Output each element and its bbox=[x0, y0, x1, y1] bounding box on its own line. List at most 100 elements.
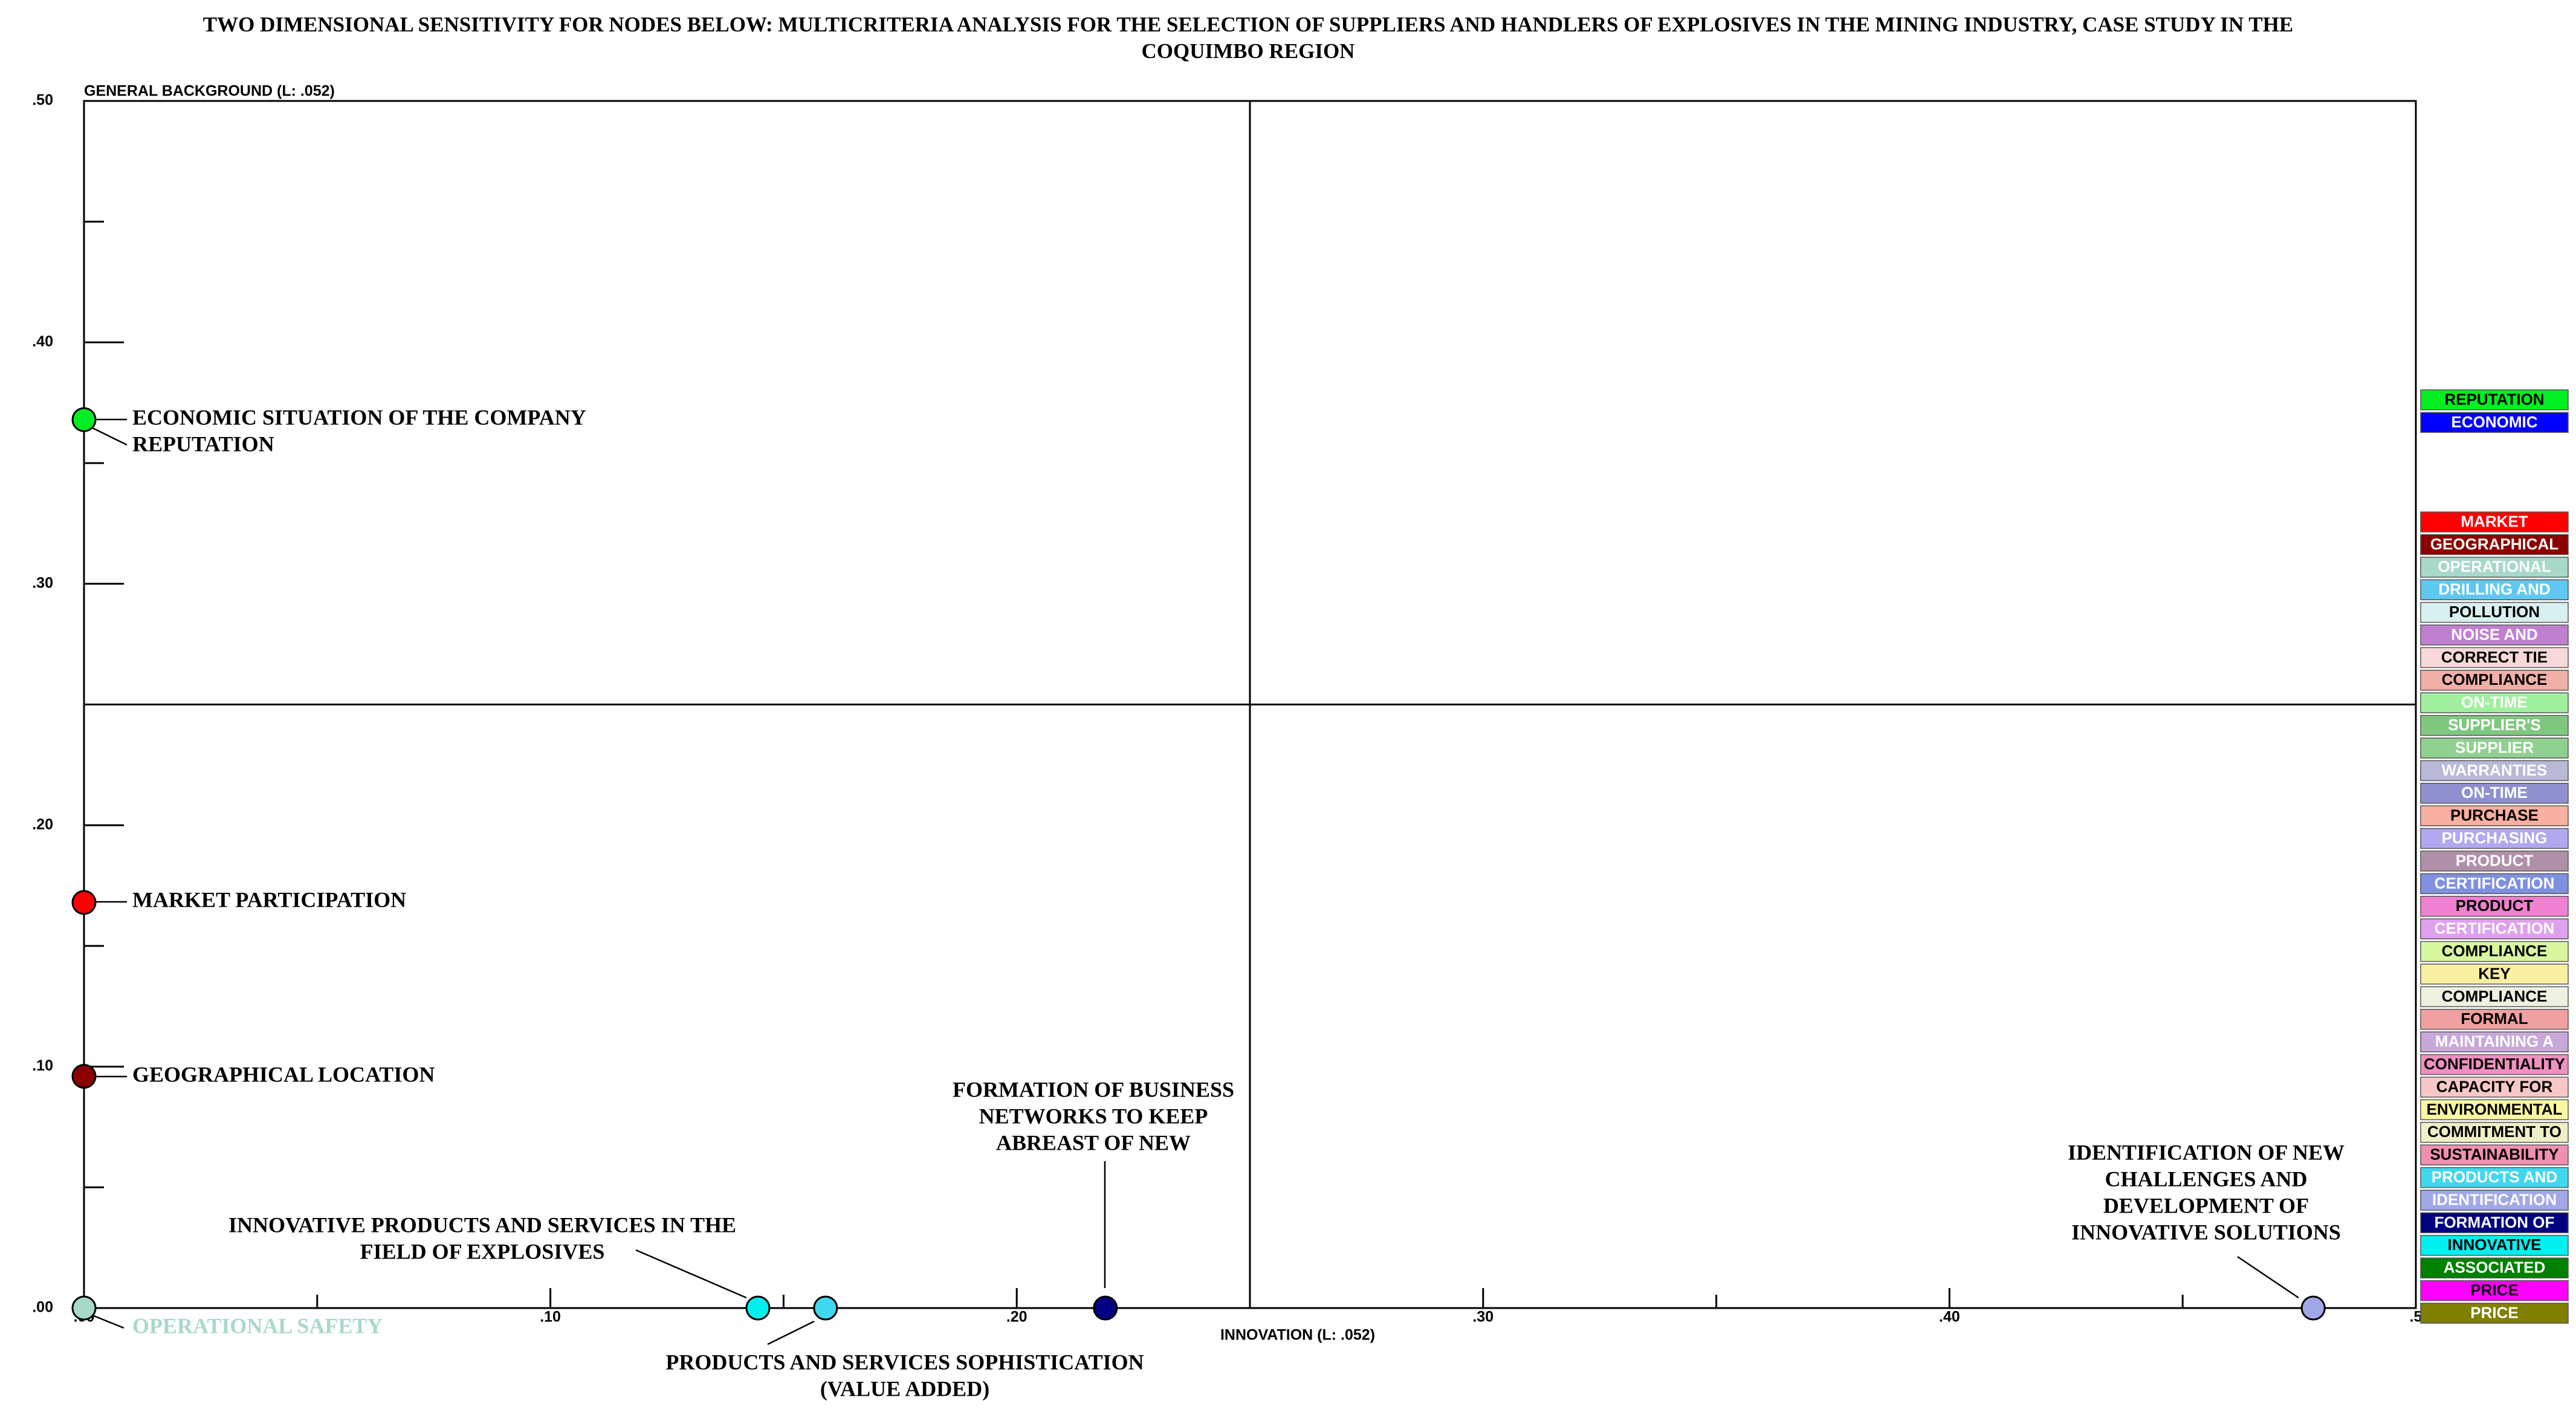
legend-swatch bbox=[2420, 601, 2569, 623]
legend-label: DRILLING AND bbox=[2438, 580, 2550, 598]
legend-swatch bbox=[2420, 670, 2569, 691]
legend-swatch bbox=[2420, 534, 2569, 556]
y-tick-label: .10 bbox=[32, 1057, 53, 1074]
leader-line bbox=[2237, 1255, 2299, 1299]
y-tick-label: .50 bbox=[32, 92, 53, 109]
point-label: INNOVATIVE PRODUCTS AND SERVICES IN THE bbox=[228, 1213, 736, 1237]
legend-label: PRICE bbox=[2470, 1303, 2518, 1321]
legend-label: ASSOCIATED bbox=[2444, 1258, 2546, 1277]
legend-label: CONFIDENTIALITY bbox=[2424, 1055, 2565, 1073]
legend-swatch bbox=[2420, 1009, 2569, 1030]
y-tick-label: .40 bbox=[32, 333, 53, 350]
data-point bbox=[71, 890, 97, 915]
legend-label: KEY bbox=[2478, 964, 2510, 982]
legend-label: COMMITMENT TO bbox=[2427, 1122, 2561, 1141]
legend-swatch bbox=[2420, 511, 2569, 533]
legend-label: INNOVATIVE bbox=[2447, 1236, 2541, 1254]
point-label: ECONOMIC SITUATION OF THE COMPANY bbox=[132, 405, 586, 429]
point-label: FIELD OF EXPLOSIVES bbox=[360, 1239, 605, 1263]
point-label: INNOVATIVE SOLUTIONS bbox=[2071, 1220, 2341, 1244]
legend-swatch bbox=[2420, 737, 2569, 759]
x-tick-label: .10 bbox=[540, 1309, 561, 1326]
legend-swatch bbox=[2420, 964, 2569, 985]
legend-swatch bbox=[2420, 579, 2569, 600]
legend-label: CAPACITY FOR bbox=[2436, 1077, 2553, 1095]
legend-swatch bbox=[2420, 1099, 2569, 1121]
legend-label: IDENTIFICATION bbox=[2432, 1190, 2557, 1208]
legend-swatch bbox=[2420, 412, 2569, 433]
point-label: DEVELOPMENT OF bbox=[2103, 1193, 2309, 1217]
point-label: MARKET PARTICIPATION bbox=[132, 887, 406, 912]
legend-swatch bbox=[2420, 986, 2569, 1008]
legend-swatch bbox=[2420, 896, 2569, 917]
legend-swatch bbox=[2420, 1257, 2569, 1278]
legend-label: FORMAL bbox=[2461, 1009, 2528, 1028]
chart-title: TWO DIMENSIONAL SENSITIVITY FOR NODES BE… bbox=[203, 13, 2293, 36]
legend-label: COMPLIANCE bbox=[2442, 987, 2548, 1005]
legend-swatch bbox=[2420, 1077, 2569, 1098]
data-point bbox=[813, 1295, 838, 1321]
legend-label: PURCHASING bbox=[2442, 829, 2548, 847]
legend-label: ENVIRONMENTAL bbox=[2427, 1100, 2563, 1118]
legend-label: PRODUCT bbox=[2456, 851, 2534, 869]
point-label: PRODUCTS AND SERVICES SOPHISTICATION bbox=[665, 1350, 1144, 1374]
x-tick-label: .5 bbox=[2410, 1309, 2422, 1326]
legend-label: WARRANTIES bbox=[2442, 761, 2548, 779]
legend-swatch bbox=[2420, 1280, 2569, 1301]
point-label: OPERATIONAL SAFETY bbox=[132, 1313, 383, 1338]
legend-label: SUPPLIER bbox=[2455, 738, 2534, 756]
legend-swatch bbox=[2420, 873, 2569, 895]
legend-label: PRODUCTS AND bbox=[2432, 1168, 2557, 1186]
legend-label: PURCHASE bbox=[2450, 806, 2539, 824]
legend-label: POLLUTION bbox=[2449, 603, 2540, 621]
legend-swatch bbox=[2420, 783, 2569, 804]
data-point bbox=[71, 407, 97, 432]
legend-swatch bbox=[2420, 714, 2569, 736]
legend-label: CERTIFICATION bbox=[2435, 874, 2555, 892]
legend-swatch bbox=[2420, 1167, 2569, 1188]
legend-label: CERTIFICATION bbox=[2435, 919, 2555, 938]
legend-label: NOISE AND bbox=[2451, 625, 2538, 643]
legend-swatch bbox=[2420, 692, 2569, 713]
point-label: NETWORKS TO KEEP bbox=[979, 1104, 1208, 1128]
legend-swatch bbox=[2420, 828, 2569, 849]
y-tick-label: .20 bbox=[32, 816, 53, 833]
legend-label: ON-TIME bbox=[2461, 783, 2528, 802]
point-label: (VALUE ADDED) bbox=[820, 1376, 989, 1401]
legend-swatch bbox=[2420, 1235, 2569, 1256]
legend-label: ECONOMIC bbox=[2451, 413, 2538, 431]
legend-label: MAINTAINING A bbox=[2435, 1032, 2554, 1051]
x-axis-label: INNOVATION (L: .052) bbox=[1220, 1327, 1375, 1344]
legend-label: PRODUCT bbox=[2456, 896, 2534, 915]
legend-swatch bbox=[2420, 1303, 2569, 1324]
y-tick-label: .30 bbox=[32, 574, 53, 591]
legend-label: CORRECT TIE bbox=[2441, 648, 2548, 666]
point-label: CHALLENGES AND bbox=[2105, 1167, 2307, 1191]
legend-label: FORMATION OF bbox=[2435, 1213, 2555, 1231]
legend-label: OPERATIONAL bbox=[2438, 557, 2551, 575]
legend-swatch bbox=[2420, 760, 2569, 782]
data-point bbox=[71, 1295, 97, 1321]
data-point bbox=[2300, 1295, 2326, 1321]
chart-title: COQUIMBO REGION bbox=[1142, 39, 1355, 63]
data-point bbox=[1093, 1295, 1118, 1321]
legend-label: PRICE bbox=[2470, 1281, 2518, 1299]
legend-swatch bbox=[2420, 918, 2569, 939]
point-label: ABREAST OF NEW bbox=[996, 1130, 1191, 1155]
y-tick-label: .00 bbox=[32, 1299, 53, 1316]
leader-line bbox=[92, 1314, 125, 1329]
legend-label: COMPLIANCE bbox=[2442, 942, 2548, 960]
leader-line bbox=[635, 1249, 747, 1299]
legend-swatch bbox=[2420, 805, 2569, 826]
point-label: GEOGRAPHICAL LOCATION bbox=[132, 1062, 435, 1086]
data-point bbox=[71, 1064, 97, 1089]
x-tick-label: .20 bbox=[1006, 1309, 1027, 1326]
legend-swatch bbox=[2420, 941, 2569, 962]
legend-swatch bbox=[2420, 1212, 2569, 1234]
point-label: REPUTATION bbox=[132, 432, 274, 456]
x-tick-label: .40 bbox=[1939, 1309, 1960, 1326]
legend-swatch bbox=[2420, 1054, 2569, 1075]
legend-swatch bbox=[2420, 624, 2569, 646]
legend-label: SUPPLIER'S bbox=[2448, 716, 2541, 734]
